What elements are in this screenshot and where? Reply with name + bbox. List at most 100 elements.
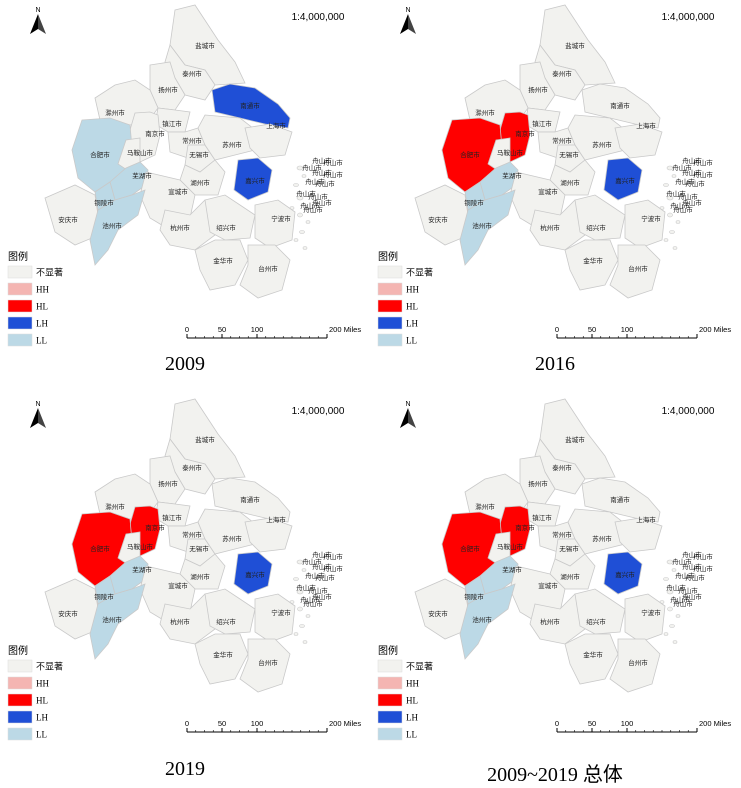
city-label-zhoushan: 舟山市 [296, 189, 316, 198]
region-jinhua [564, 633, 619, 685]
city-label-yancheng: 盐城市 [195, 41, 215, 50]
city-label-nanjing: 南京市 [145, 523, 165, 532]
legend-label-ns: 不显著 [406, 661, 433, 672]
city-label-zhoushan: 舟山市 [303, 599, 323, 608]
region-shaoxing [204, 588, 256, 635]
legend-label-hh: HH [36, 679, 49, 689]
svg-text:N: N [35, 7, 40, 14]
region-jiaxing [233, 551, 273, 595]
city-label-hangzhou: 杭州市 [170, 223, 190, 232]
region-taizhou_zj [239, 244, 291, 299]
city-label-suzhou: 苏州市 [222, 534, 242, 543]
legend-title: 图例 [8, 644, 28, 657]
region-jinhua [194, 633, 249, 685]
region-jiaxing [603, 157, 643, 201]
city-label-zhoushan: 舟山市 [682, 168, 702, 177]
city-label-huzhou: 湖州市 [190, 572, 210, 581]
city-label-zhoushan: 舟山市 [303, 205, 323, 214]
north-arrow-icon: N [30, 401, 46, 428]
legend-swatch-hl [377, 693, 403, 707]
city-label-shanghai: 上海市 [266, 121, 286, 130]
legend-swatch-ll [7, 727, 33, 741]
region-nantong [211, 477, 291, 523]
city-label-nantong: 南通市 [240, 495, 260, 504]
map-panel-2016: 盐城市 泰州市 扬州市 滁州市 南通市 镇江市 南京市 常州市 合肥市 马鞍山市 无锡市 苏州市 上海市… [370, 0, 740, 394]
city-regions [414, 398, 666, 693]
region-chizhou [89, 583, 146, 660]
map-scale-label: 1:4,000,000 [662, 406, 715, 417]
city-label-tongling: 铜陵市 [464, 198, 484, 207]
legend-label-ll: LL [36, 336, 47, 346]
city-label-zhoushan: 舟山市 [682, 550, 702, 559]
coastal-islands [659, 165, 681, 250]
city-label-zhoushan: 舟山市 [678, 192, 698, 201]
city-label-zhoushan: 舟山市 [670, 595, 690, 604]
scale-bar: 0 50 100 200 Miles [555, 325, 731, 339]
legend-swatch-ll [7, 333, 33, 347]
scale-bar: 0 50 100 200 Miles [185, 719, 361, 733]
legend-label-ll: LL [36, 730, 47, 740]
city-label-zhoushan: 舟山市 [685, 573, 705, 582]
city-label-shaoxing: 绍兴市 [216, 617, 236, 626]
legend-swatch-ns [7, 265, 33, 279]
legend-label-hh: HH [406, 679, 419, 689]
city-label-changzhou: 常州市 [182, 136, 202, 145]
city-label-jinhua: 金华市 [583, 650, 603, 659]
city-label-yangzhou: 扬州市 [528, 479, 548, 488]
scale-tick-label: 50 [588, 719, 596, 728]
city-label-shaoxing: 绍兴市 [586, 617, 606, 626]
north-arrow-icon: N [30, 7, 46, 34]
city-label-zhoushan: 舟山市 [672, 163, 692, 172]
city-label-taizhou_js: 泰州市 [552, 463, 572, 472]
region-shanghai [614, 123, 663, 159]
city-label-wuhu: 芜湖市 [132, 565, 152, 574]
map-scale-label: 1:4,000,000 [662, 12, 715, 23]
city-label-shaoxing: 绍兴市 [586, 223, 606, 232]
legend-swatch-ns [7, 659, 33, 673]
region-ningbo [624, 593, 666, 643]
city-label-huzhou: 湖州市 [560, 572, 580, 581]
city-label-ningbo: 宁波市 [641, 214, 661, 223]
region-jinhua [564, 239, 619, 291]
city-label-shanghai: 上海市 [636, 121, 656, 130]
city-label-zhoushan: 舟山市 [672, 557, 692, 566]
region-shaoxing [574, 588, 626, 635]
city-label-zhoushan: 舟山市 [315, 179, 335, 188]
svg-text:N: N [405, 401, 410, 408]
city-label-zhoushan: 舟山市 [666, 189, 686, 198]
scale-tick-label: 0 [555, 719, 559, 728]
city-label-maanshan: 马鞍山市 [127, 542, 154, 551]
city-label-wuxi: 无锡市 [189, 150, 209, 159]
legend-swatch-lh [7, 316, 33, 330]
city-label-hefei: 合肥市 [90, 150, 110, 159]
city-label-anqing: 安庆市 [58, 215, 78, 224]
city-label-zhoushan: 舟山市 [682, 198, 702, 207]
city-label-zhoushan: 舟山市 [675, 177, 695, 186]
city-label-tongling: 铜陵市 [464, 592, 484, 601]
city-label-nanjing: 南京市 [515, 523, 535, 532]
city-label-zhoushan: 舟山市 [312, 168, 332, 177]
city-label-zhoushan: 舟山市 [673, 205, 693, 214]
region-nantong [581, 83, 661, 129]
svg-text:N: N [35, 401, 40, 408]
scale-tick-label: 100 [621, 325, 634, 334]
region-chizhou [459, 189, 516, 266]
region-ningbo [254, 593, 296, 643]
city-label-jinhua: 金华市 [213, 256, 233, 265]
city-label-wuxi: 无锡市 [189, 544, 209, 553]
legend-label-ll: LL [406, 730, 417, 740]
city-label-zhenjiang: 镇江市 [532, 513, 552, 522]
city-regions [44, 398, 296, 693]
city-label-taizhou_zj: 台州市 [628, 658, 648, 667]
city-label-shanghai: 上海市 [266, 515, 286, 524]
city-label-hangzhou: 杭州市 [170, 617, 190, 626]
city-label-zhoushan: 舟山市 [693, 158, 713, 167]
scale-tick-label: 200 Miles [699, 719, 731, 728]
